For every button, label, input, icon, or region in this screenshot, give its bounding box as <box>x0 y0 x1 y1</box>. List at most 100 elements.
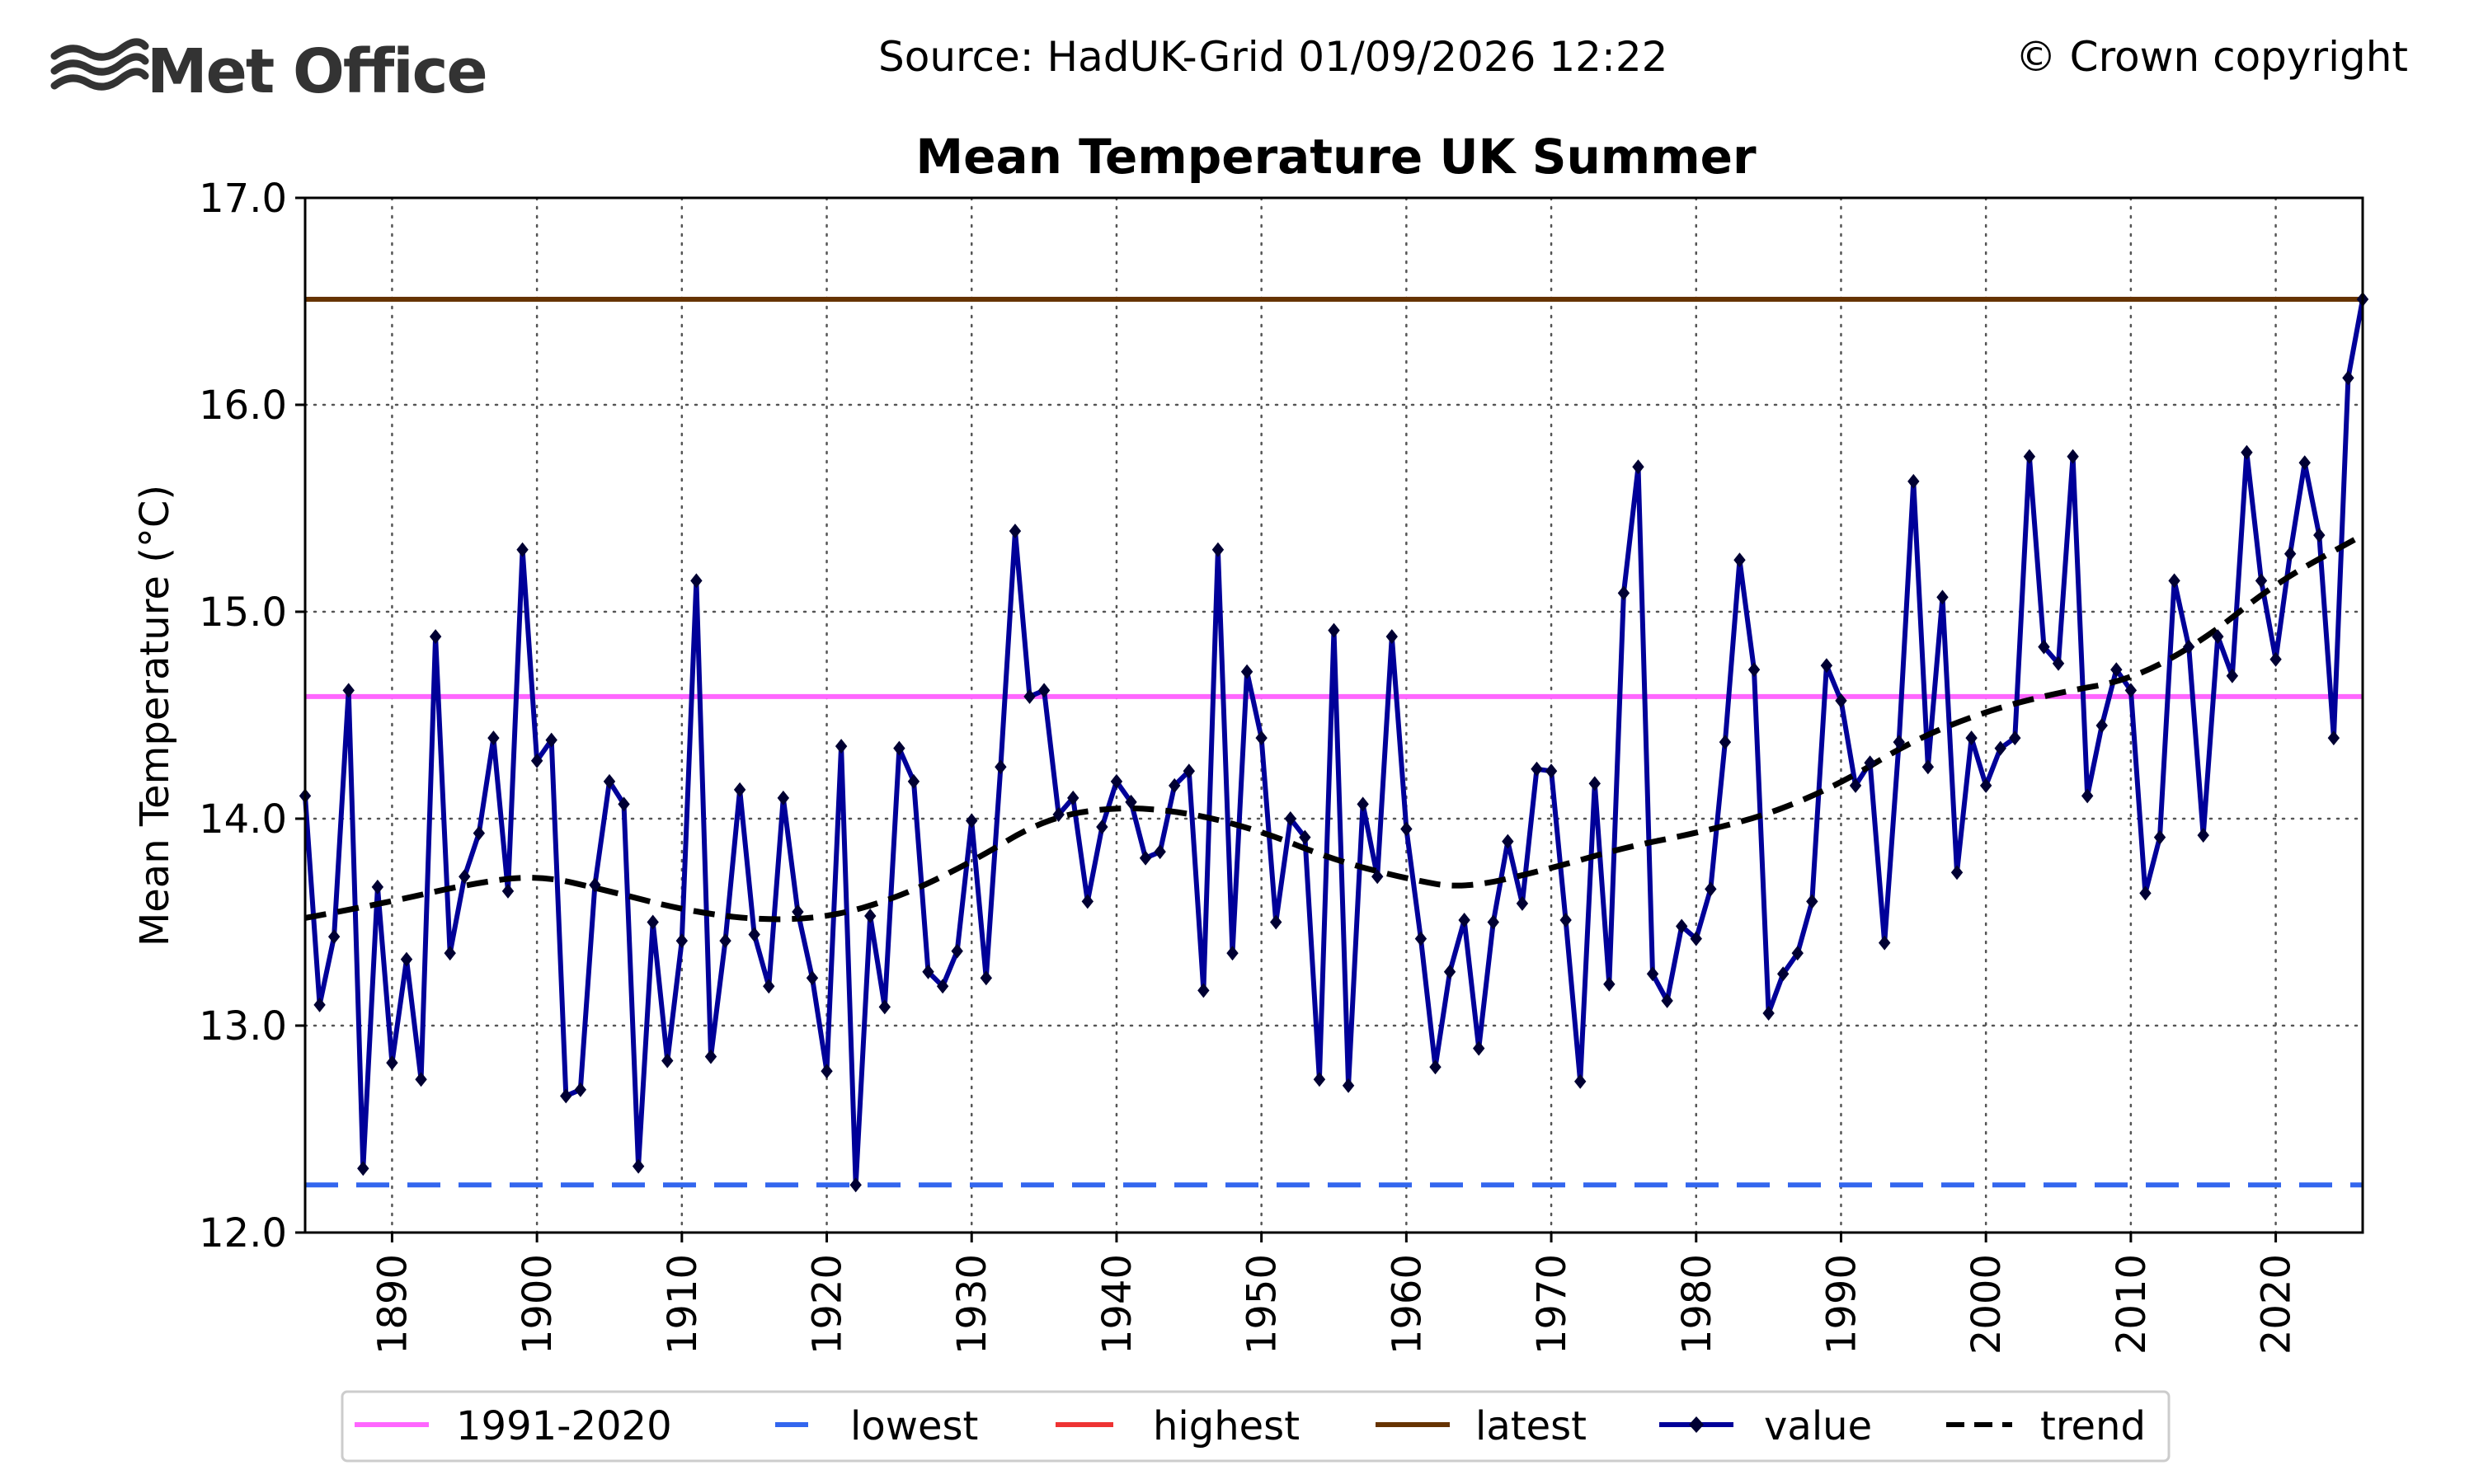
value-point <box>719 933 731 949</box>
y-tick-label: 17.0 <box>199 176 287 222</box>
chart-title: Mean Temperature UK Summer <box>915 129 1757 185</box>
value-point <box>1762 1005 1775 1021</box>
y-tick-label: 16.0 <box>199 383 287 429</box>
legend-item-trend: trend <box>1946 1403 2146 1449</box>
value-point <box>907 773 920 789</box>
x-tick-label: 1910 <box>660 1254 706 1355</box>
value-point <box>1921 759 1935 775</box>
value-point <box>2313 528 2326 543</box>
value-point <box>1675 918 1688 934</box>
value-point <box>1429 1059 1442 1075</box>
value-point <box>2067 448 2079 464</box>
value-point <box>2212 629 2224 645</box>
plot-area: 12.0 13.0 14.0 15.0 16.0 17.0 1890 1900 1910 1920… <box>199 176 2369 1355</box>
value-point <box>647 914 659 930</box>
value-point <box>1414 931 1427 946</box>
value-point <box>589 877 601 893</box>
value-point <box>675 933 689 949</box>
legend: 1991-2020 lowest highest latest value tr… <box>341 1390 2171 1463</box>
legend-item-baseline: 1991-2020 <box>355 1403 672 1449</box>
y-tick-label: 14.0 <box>199 796 287 843</box>
value-point <box>1211 542 1225 557</box>
value-point <box>545 732 557 748</box>
value-point <box>2052 655 2065 671</box>
gridlines <box>303 196 2364 1234</box>
copyright-text: © Crown copyright <box>2015 33 2408 81</box>
value-point <box>1357 796 1369 812</box>
value-point <box>2197 828 2209 843</box>
value-point <box>1313 1072 1326 1087</box>
value-point <box>618 796 630 812</box>
value-point <box>1385 629 1398 645</box>
value-point <box>400 951 413 967</box>
value-point <box>342 683 355 698</box>
value-point <box>1719 735 1732 750</box>
value-point <box>1531 761 1543 777</box>
value-point <box>1328 622 1340 638</box>
value-point <box>1965 730 1978 746</box>
value-point <box>704 1049 717 1064</box>
value-point <box>1893 735 1905 750</box>
value-point <box>1835 693 1847 708</box>
value-point <box>1776 966 1790 982</box>
value-point <box>1443 964 1456 979</box>
svg-text:latest: latest <box>1475 1403 1587 1449</box>
value-point <box>893 740 905 756</box>
value-point <box>2226 668 2239 683</box>
source-text: Source: HadUK-Grid 01/09/2026 12:22 <box>878 33 1667 81</box>
value-point <box>2182 639 2195 655</box>
value-point <box>487 730 500 746</box>
value-point <box>864 908 877 923</box>
value-point <box>1502 834 1514 849</box>
value-point <box>501 883 515 899</box>
met-office-waves-icon <box>50 38 149 91</box>
value-point <box>2327 730 2340 746</box>
value-series-line <box>303 298 2365 1188</box>
value-point <box>748 927 760 942</box>
value-point <box>386 1055 398 1071</box>
value-point <box>1849 777 1862 793</box>
met-office-logo: Met Office <box>50 36 488 107</box>
x-tick-label: 2020 <box>2254 1254 2300 1355</box>
value-point <box>1950 865 1964 881</box>
value-point <box>2255 573 2268 589</box>
value-point <box>661 1053 674 1068</box>
x-tick-label: 1930 <box>949 1254 995 1355</box>
value-point <box>2081 788 2094 804</box>
value-point <box>530 753 543 768</box>
y-axis-label: Mean Temperature (°C) <box>132 485 178 946</box>
value-point <box>980 970 993 986</box>
x-tick-label: 1900 <box>515 1254 561 1355</box>
value-point <box>1096 819 1108 835</box>
x-tick-label: 1980 <box>1674 1254 1720 1355</box>
value-point <box>2153 829 2166 845</box>
value-point <box>1052 806 1065 822</box>
value-point <box>1067 790 1079 805</box>
value-point <box>878 999 891 1015</box>
value-point <box>995 759 1007 775</box>
value-point <box>1545 763 1558 779</box>
plot-frame <box>303 196 2364 1234</box>
value-point <box>1139 850 1152 866</box>
x-tick-label: 2000 <box>1964 1254 2010 1355</box>
value-point <box>1154 844 1166 860</box>
svg-text:value: value <box>1764 1403 1872 1449</box>
value-point <box>429 629 442 645</box>
value-point <box>327 929 341 945</box>
value-point <box>2269 651 2282 667</box>
value-point <box>473 825 486 841</box>
value-point <box>2124 683 2138 698</box>
value-point <box>371 879 384 895</box>
x-tick-label: 1990 <box>1818 1254 1865 1355</box>
value-point <box>2023 448 2036 464</box>
value-point <box>936 979 949 994</box>
value-point <box>444 946 456 961</box>
value-point <box>1603 976 1616 992</box>
value-point <box>835 739 848 754</box>
value-point <box>1197 983 1210 998</box>
svg-text:highest: highest <box>1153 1403 1300 1449</box>
trend-series-line <box>304 533 2364 923</box>
x-tick-label: 2010 <box>2109 1254 2155 1355</box>
value-point <box>1037 683 1051 698</box>
value-point <box>2095 718 2108 734</box>
